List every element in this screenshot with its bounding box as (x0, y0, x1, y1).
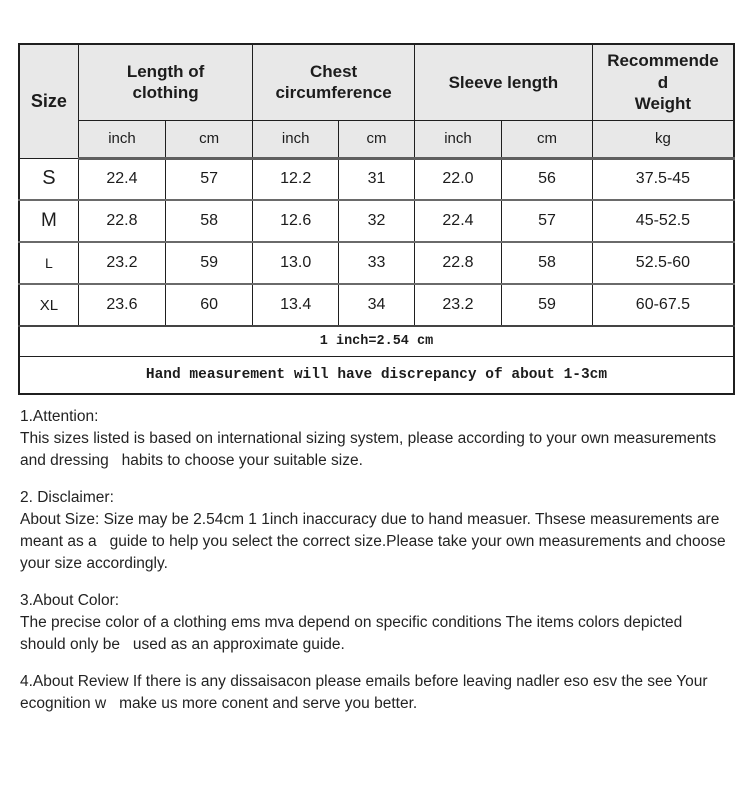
size-chart-table: Size Length of clothing Chest circumfere… (18, 43, 735, 395)
value-cell: 58 (501, 242, 593, 285)
value-cell: 23.2 (413, 284, 503, 327)
unit-chest-inch: inch (252, 120, 340, 160)
value-cell: 34 (338, 284, 415, 327)
disclaimer-body: About Size: Size may be 2.54cm 1 1inch i… (20, 511, 730, 572)
disclaimer-paragraph: 2. Disclaimer: About Size: Size may be 2… (20, 487, 728, 575)
table-row-s: S 22.4 57 12.2 31 22.0 56 37.5-45 (18, 158, 735, 201)
value-cell: 22.8 (413, 242, 503, 285)
table-units-row: inch cm inch cm inch cm kg (19, 120, 735, 160)
notes-section: 1.Attention: This sizes listed is based … (20, 406, 728, 715)
value-cell: 60-67.5 (591, 284, 735, 327)
table-row-l: L 23.2 59 13.0 33 22.8 58 52.5-60 (18, 242, 735, 285)
value-cell: 60 (165, 284, 254, 327)
table-row-xl: XL 23.6 60 13.4 34 23.2 59 60-67.5 (18, 284, 735, 327)
unit-sleeve-cm: cm (501, 120, 593, 160)
col-header-length: Length of clothing (77, 44, 254, 121)
about-color-heading: 3.About Color: (20, 592, 120, 609)
value-cell: 57 (501, 200, 593, 243)
col-header-sleeve: Sleeve length (413, 44, 593, 121)
inch-conversion-note: 1 inch=2.54 cm (18, 326, 735, 357)
about-review-paragraph: 4.About Review If there is any dissaisac… (20, 671, 728, 715)
value-cell: 13.4 (252, 284, 340, 327)
value-cell: 22.4 (413, 200, 503, 243)
note-row-inch-conversion: 1 inch=2.54 cm (18, 326, 735, 357)
value-cell: 52.5-60 (591, 242, 735, 285)
unit-sleeve-inch: inch (413, 120, 503, 160)
about-color-body: The precise color of a clothing ems mva … (20, 614, 687, 653)
value-cell: 58 (165, 200, 254, 243)
col-header-size: Size (18, 44, 79, 159)
attention-body: This sizes listed is based on internatio… (20, 430, 721, 469)
attention-paragraph: 1.Attention: This sizes listed is based … (20, 406, 728, 472)
value-cell: 33 (338, 242, 415, 285)
col-header-weight: Recommende d Weight (591, 44, 735, 121)
attention-heading: 1.Attention: (20, 408, 99, 425)
size-label: M (18, 200, 79, 243)
disclaimer-heading: 2. Disclaimer: (20, 489, 114, 506)
about-review-line: 4.About Review If there is any dissaisac… (20, 671, 728, 715)
value-cell: 22.0 (413, 158, 503, 201)
note-row-hand-measurement: Hand measurement will have discrepancy o… (18, 356, 735, 394)
table-header-row: Size Length of clothing Chest circumfere… (18, 44, 735, 159)
unit-length-cm: cm (165, 120, 254, 160)
value-cell: 23.6 (77, 284, 167, 327)
value-cell: 45-52.5 (591, 200, 735, 243)
about-review-body: If there is any dissaisacon please email… (20, 673, 712, 712)
about-review-heading: 4.About Review (20, 673, 129, 690)
table-row-m: M 22.8 58 12.6 32 22.4 57 45-52.5 (18, 200, 735, 243)
value-cell: 59 (165, 242, 254, 285)
value-cell: 22.8 (77, 200, 167, 243)
value-cell: 12.6 (252, 200, 340, 243)
value-cell: 13.0 (252, 242, 340, 285)
value-cell: 22.4 (77, 158, 167, 201)
col-header-chest: Chest circumference (252, 44, 415, 121)
value-cell: 12.2 (252, 158, 340, 201)
value-cell: 59 (501, 284, 593, 327)
value-cell: 56 (501, 158, 593, 201)
hand-measurement-note: Hand measurement will have discrepancy o… (18, 356, 735, 394)
size-label: S (18, 158, 79, 201)
value-cell: 37.5-45 (591, 158, 735, 201)
value-cell: 23.2 (77, 242, 167, 285)
value-cell: 32 (338, 200, 415, 243)
size-label: XL (18, 284, 79, 327)
unit-weight-kg: kg (591, 120, 735, 160)
unit-length-inch: inch (77, 120, 167, 160)
unit-chest-cm: cm (338, 120, 415, 160)
about-color-paragraph: 3.About Color: The precise color of a cl… (20, 590, 728, 656)
value-cell: 57 (165, 158, 254, 201)
value-cell: 31 (338, 158, 415, 201)
size-label: L (18, 242, 79, 285)
